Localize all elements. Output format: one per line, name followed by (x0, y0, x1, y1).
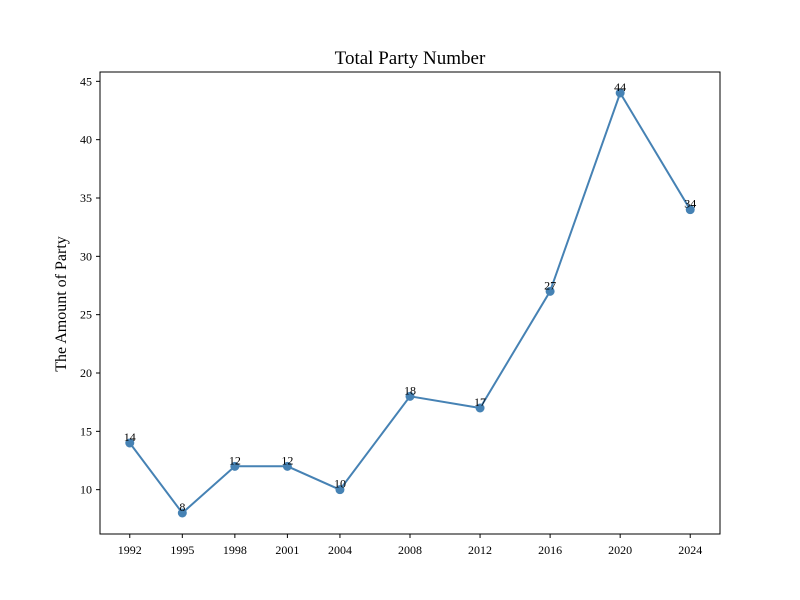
y-tick-label: 40 (80, 133, 92, 147)
x-tick-label: 2016 (538, 543, 562, 557)
data-point (545, 286, 555, 296)
data-labels: 14 8 12 12 10 18 17 27 44 34 (124, 80, 696, 514)
x-tick-label: 1995 (170, 543, 194, 557)
data-point (177, 508, 187, 518)
data-point (405, 391, 415, 401)
y-tick-label: 35 (80, 191, 92, 205)
data-point (335, 485, 345, 495)
chart-title: Total Party Number (335, 48, 486, 69)
x-tick-label: 2001 (275, 543, 299, 557)
y-axis-label: The Amount of Party (53, 236, 70, 372)
y-tick-label: 15 (80, 424, 92, 438)
y-tick-label: 30 (80, 249, 92, 263)
x-axis-ticks: 1992 1995 1998 2001 2004 2008 2012 2016 2020 2024 (118, 534, 702, 557)
data-label: 27 (544, 278, 556, 292)
y-tick-label: 10 (80, 483, 92, 497)
data-point (475, 403, 485, 413)
x-tick-label: 2004 (328, 543, 352, 557)
y-tick-label: 25 (80, 308, 92, 322)
data-label: 14 (124, 430, 136, 444)
data-point (230, 461, 240, 471)
data-point (282, 461, 292, 471)
data-label: 12 (229, 453, 241, 467)
x-tick-label: 1992 (118, 543, 142, 557)
data-label: 8 (179, 500, 185, 514)
series-total-party (125, 88, 695, 518)
x-tick-label: 1998 (223, 543, 247, 557)
x-tick-label: 2012 (468, 543, 492, 557)
data-point (685, 205, 695, 215)
plot-area-frame (99, 71, 721, 535)
data-point (615, 88, 625, 98)
data-label: 10 (334, 477, 346, 491)
series-line (129, 90, 692, 515)
data-label: 18 (404, 383, 416, 397)
data-label: 17 (474, 395, 486, 409)
data-label: 12 (281, 453, 293, 467)
y-axis-ticks: 10 15 20 25 30 35 40 45 (80, 74, 100, 497)
x-tick-label: 2008 (398, 543, 422, 557)
data-point (125, 438, 135, 448)
x-tick-label: 2020 (608, 543, 632, 557)
y-tick-label: 20 (80, 366, 92, 380)
data-label: 44 (614, 80, 626, 94)
data-label: 34 (684, 197, 696, 211)
x-tick-label: 2024 (678, 543, 702, 557)
y-tick-label: 45 (80, 74, 92, 88)
